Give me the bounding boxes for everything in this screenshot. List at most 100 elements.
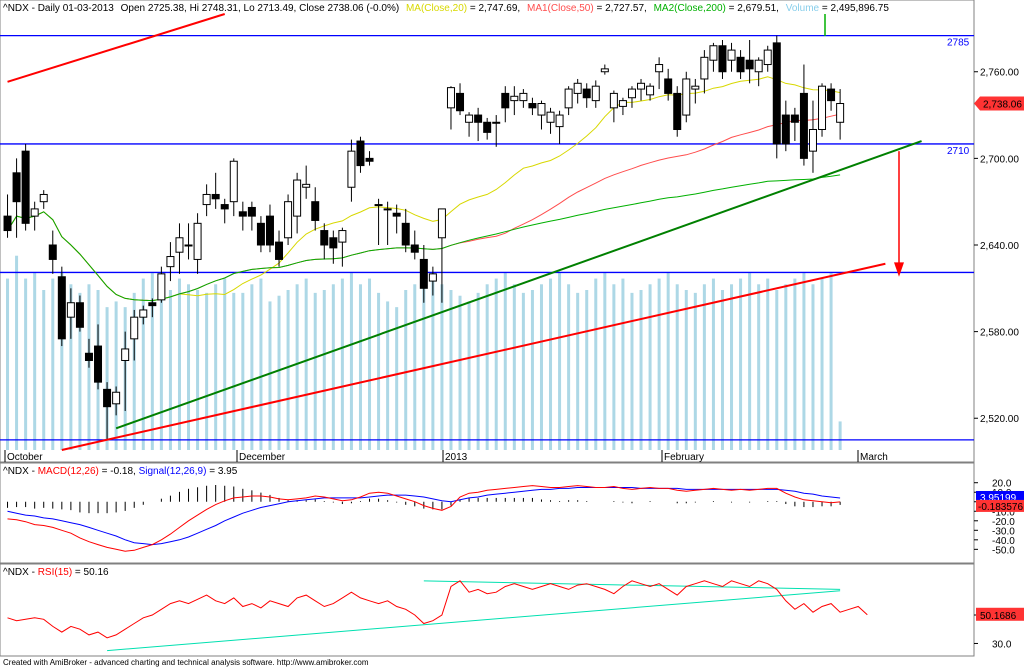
candle-body (466, 115, 473, 122)
candle (40, 190, 47, 209)
candle-body (592, 86, 599, 100)
candle-body (285, 202, 292, 238)
candle (122, 332, 129, 411)
candle-body (22, 151, 29, 223)
candle-body (402, 223, 409, 245)
candle-body (656, 65, 663, 72)
candle (276, 231, 283, 267)
candle (520, 89, 527, 108)
candle-body (511, 96, 518, 100)
candle-body (547, 112, 554, 122)
macd-prefix: ^NDX - (3, 466, 38, 477)
volume-bar (676, 284, 679, 450)
resistance-trendline-red (8, 14, 225, 82)
volume-bar (821, 279, 824, 450)
volume-bar (558, 273, 561, 450)
candle (828, 83, 835, 110)
candle (457, 83, 464, 115)
volume-bar (359, 284, 362, 450)
candle-body (212, 194, 219, 198)
candle (737, 50, 744, 79)
volume-bar (739, 279, 742, 450)
candle-body (719, 46, 726, 72)
candle-body (493, 122, 500, 123)
candle-body (475, 115, 482, 122)
volume-bar (431, 273, 434, 450)
volume-bar (468, 301, 471, 450)
volume-bar (513, 284, 516, 450)
price-tick-label: 2,700.00 (980, 154, 1019, 165)
volume-bar (350, 273, 353, 450)
candle-body (692, 86, 699, 89)
candle (710, 43, 717, 72)
candle-body (13, 173, 20, 202)
candle (638, 79, 645, 101)
candle-body (330, 238, 337, 248)
candle-body (701, 57, 708, 79)
candle-body (357, 141, 364, 166)
candle (13, 158, 20, 237)
candle (321, 223, 328, 259)
volume-bar (160, 284, 163, 450)
candle (746, 40, 753, 83)
candle (538, 101, 545, 130)
volume-bar (640, 290, 643, 450)
macd-tick-label: -50.0 (992, 545, 1015, 556)
candle-body (384, 209, 391, 210)
candle (248, 202, 255, 231)
candle (294, 173, 301, 234)
candle (674, 86, 681, 137)
candle (647, 83, 654, 100)
candle (466, 112, 473, 137)
candle (67, 288, 74, 339)
candle (420, 245, 427, 303)
candle (791, 108, 798, 141)
candle (565, 86, 572, 115)
volume-bar (576, 293, 579, 450)
volume-bar (413, 284, 416, 450)
candle (22, 144, 29, 231)
volume-bar (549, 279, 552, 450)
volume-bar (323, 290, 326, 450)
volume-bar (449, 290, 452, 450)
candle (49, 231, 56, 274)
candle-body (312, 202, 319, 221)
volume-bar (196, 290, 199, 450)
volume-bar (296, 284, 299, 450)
candle (167, 242, 174, 281)
volume-bar (839, 421, 842, 450)
rsi-support-trendline (107, 591, 840, 651)
candle (185, 223, 192, 259)
candle-body (674, 93, 681, 129)
volume-bar (585, 290, 588, 450)
volume-bar (757, 284, 760, 450)
candle-body (556, 115, 563, 127)
volume-bar (33, 273, 36, 450)
candle-body (429, 274, 436, 281)
candle-body (85, 353, 92, 360)
ma200-label: MA2(Close,200) (654, 3, 726, 14)
ma20-label: MA(Close,20) (406, 3, 467, 14)
horizontal-level-label: 2710 (947, 146, 970, 157)
candle (475, 108, 482, 141)
rsi-panel (0, 564, 974, 656)
volume-bar (721, 290, 724, 450)
candle (257, 216, 264, 252)
candle (484, 118, 491, 140)
support-trendline-red (62, 264, 886, 450)
x-tick-label: October (7, 452, 43, 463)
candle (4, 194, 11, 237)
volume-bar (594, 279, 597, 450)
ma50-label: MA1(Close,50) (527, 3, 594, 14)
candle (773, 36, 780, 159)
candle (402, 209, 409, 252)
candle (113, 386, 120, 415)
macd-header: ^NDX - MACD(12,26) = -0.18, Signal(12,26… (3, 466, 238, 477)
candle-body (276, 242, 283, 259)
candle (764, 46, 771, 72)
candle-body (122, 349, 129, 361)
candle-body (755, 60, 762, 72)
volume-bar (649, 284, 652, 450)
candle (529, 98, 536, 115)
